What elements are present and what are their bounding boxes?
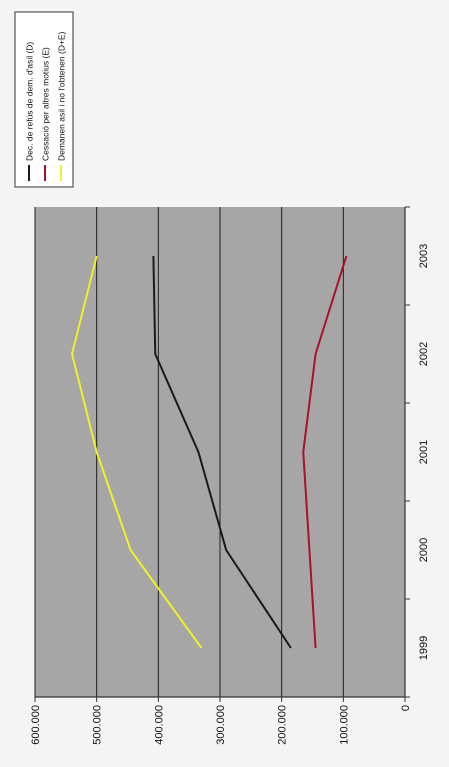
- series-line-3: [71, 255, 203, 649]
- y-tick-label: 600.000: [30, 705, 42, 745]
- y-tick-label: 0: [400, 705, 412, 711]
- y-tick-label: 200.000: [277, 705, 289, 745]
- axes: [34, 206, 410, 702]
- y-tick-label: 300.000: [215, 705, 227, 745]
- rotated-chart-group: 0 100.000 200.000 300.000 400.000 500.000 600.…: [14, 11, 430, 745]
- series-line-2: [302, 255, 348, 649]
- y-axis-tick-labels: 0 100.000 200.000 300.000 400.000 500.000 600.…: [30, 705, 412, 745]
- series-lines: [71, 255, 348, 649]
- y-tick-label: 500.000: [92, 705, 104, 745]
- y-tick-label: 400.000: [153, 705, 165, 745]
- x-axis-tick-labels: 1999 2000 2001 2002 2003: [418, 244, 430, 660]
- x-tick-label: 1999: [418, 636, 430, 660]
- legend-label: Cessació per altres motius (E): [41, 47, 51, 161]
- x-tick-label: 2003: [418, 244, 430, 268]
- legend-box: [14, 11, 74, 188]
- x-tick-label: 2001: [418, 440, 430, 464]
- legend: Dec. de refús de dem. d'asil (D) Cessació…: [14, 11, 74, 188]
- legend-label: Demanen asil i no l'obtenen (D+E): [57, 31, 67, 161]
- x-tick-label: 2002: [418, 342, 430, 366]
- legend-label: Dec. de refús de dem. d'asil (D): [25, 42, 35, 161]
- series-line-1: [152, 255, 292, 649]
- y-tick-label: 100.000: [338, 705, 350, 745]
- x-tick-label: 2000: [418, 538, 430, 562]
